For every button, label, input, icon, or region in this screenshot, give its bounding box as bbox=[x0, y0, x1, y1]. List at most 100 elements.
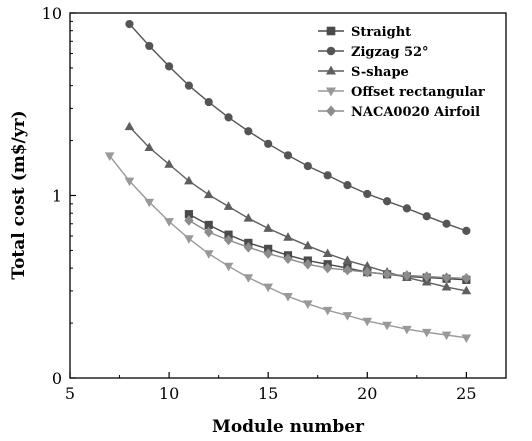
data-point bbox=[363, 189, 372, 199]
data-point bbox=[303, 300, 313, 309]
y-tick-label: 10 bbox=[42, 4, 62, 23]
data-point bbox=[362, 317, 373, 327]
data-point bbox=[382, 197, 392, 206]
data-point bbox=[422, 271, 432, 282]
data-point bbox=[184, 81, 194, 90]
legend-marker bbox=[326, 46, 336, 56]
plot-frame bbox=[69, 12, 507, 379]
data-point bbox=[283, 232, 293, 241]
y-axis-label: Total cost (m$/yr) bbox=[9, 110, 29, 279]
data-point bbox=[461, 272, 471, 284]
data-point bbox=[343, 181, 352, 190]
data-point bbox=[203, 250, 214, 259]
data-point bbox=[362, 266, 372, 278]
data-point bbox=[442, 219, 451, 228]
data-point bbox=[263, 283, 273, 293]
data-point bbox=[144, 198, 155, 208]
data-point bbox=[243, 274, 254, 283]
data-point bbox=[461, 334, 472, 343]
series-4 bbox=[184, 215, 471, 284]
data-point bbox=[263, 223, 273, 232]
data-point bbox=[164, 159, 174, 168]
legend-item: Offset rectangular bbox=[318, 85, 485, 100]
data-point bbox=[303, 259, 313, 270]
data-point bbox=[342, 312, 353, 321]
data-point bbox=[124, 177, 135, 187]
data-point bbox=[342, 264, 353, 276]
data-point bbox=[243, 213, 254, 222]
data-point bbox=[382, 269, 392, 280]
data-point bbox=[382, 321, 392, 331]
x-tick-label: 5 bbox=[65, 384, 75, 403]
data-point bbox=[462, 226, 471, 235]
series-1 bbox=[125, 19, 471, 235]
data-point bbox=[402, 204, 412, 213]
data-point bbox=[104, 152, 115, 161]
data-point bbox=[441, 281, 452, 291]
data-point bbox=[323, 262, 333, 274]
legend-label: S-shape bbox=[351, 65, 409, 80]
legend-label: NACA0020 Airfoil bbox=[351, 105, 480, 120]
data-point bbox=[461, 285, 472, 295]
data-point bbox=[263, 248, 273, 259]
x-tick-label: 15 bbox=[258, 384, 278, 403]
data-point bbox=[244, 127, 253, 136]
x-tick-label: 25 bbox=[456, 384, 476, 403]
data-point bbox=[283, 293, 293, 302]
data-point bbox=[224, 113, 233, 122]
data-point bbox=[441, 331, 452, 341]
y-tick-label: 1 bbox=[52, 187, 62, 206]
y-axis-ticks: 0 1 10 bbox=[42, 4, 76, 388]
legend-marker bbox=[326, 105, 336, 117]
legend-item: Straight bbox=[318, 25, 411, 40]
data-point bbox=[125, 19, 134, 29]
x-axis-ticks: 5 10 15 20 25 bbox=[65, 372, 477, 403]
x-axis-label: Module number bbox=[212, 417, 365, 437]
data-point bbox=[184, 235, 194, 244]
data-point bbox=[303, 240, 313, 250]
data-point bbox=[342, 255, 353, 264]
legend-marker bbox=[326, 26, 336, 36]
data-point bbox=[322, 306, 333, 316]
data-point bbox=[124, 121, 135, 131]
data-point bbox=[223, 201, 234, 210]
data-point bbox=[323, 171, 332, 180]
data-point bbox=[223, 234, 234, 246]
data-point bbox=[164, 218, 174, 227]
series-2 bbox=[124, 121, 472, 295]
series-3 bbox=[104, 152, 472, 343]
data-point bbox=[421, 328, 432, 338]
data-point bbox=[303, 161, 312, 171]
legend-item: NACA0020 Airfoil bbox=[318, 105, 480, 120]
data-point bbox=[203, 189, 214, 199]
data-point bbox=[184, 175, 194, 185]
data-point bbox=[144, 142, 155, 151]
data-point bbox=[264, 139, 273, 148]
legend: Straight Zigzag 52° S-shape Offset rectangu… bbox=[318, 25, 485, 120]
legend-item: Zigzag 52° bbox=[318, 45, 429, 60]
series-layer bbox=[104, 19, 472, 343]
data-point bbox=[223, 262, 234, 272]
series-line bbox=[109, 155, 467, 339]
data-point bbox=[441, 272, 452, 283]
data-point bbox=[164, 62, 174, 71]
legend-label: Zigzag 52° bbox=[351, 45, 429, 60]
series-line bbox=[128, 126, 467, 292]
x-tick-label: 10 bbox=[159, 384, 179, 403]
legend-label: Straight bbox=[351, 25, 411, 40]
data-point bbox=[243, 242, 253, 253]
legend-marker bbox=[325, 87, 337, 97]
data-point bbox=[204, 226, 214, 238]
legend-marker bbox=[325, 65, 337, 75]
data-point bbox=[204, 97, 213, 107]
data-point bbox=[402, 270, 412, 281]
data-point bbox=[283, 151, 293, 160]
data-point bbox=[402, 325, 412, 335]
data-point bbox=[283, 253, 293, 265]
legend-label: Offset rectangular bbox=[351, 85, 485, 100]
data-point bbox=[322, 248, 333, 258]
data-point bbox=[184, 215, 194, 226]
data-point bbox=[422, 212, 431, 221]
x-tick-label: 20 bbox=[357, 384, 377, 403]
